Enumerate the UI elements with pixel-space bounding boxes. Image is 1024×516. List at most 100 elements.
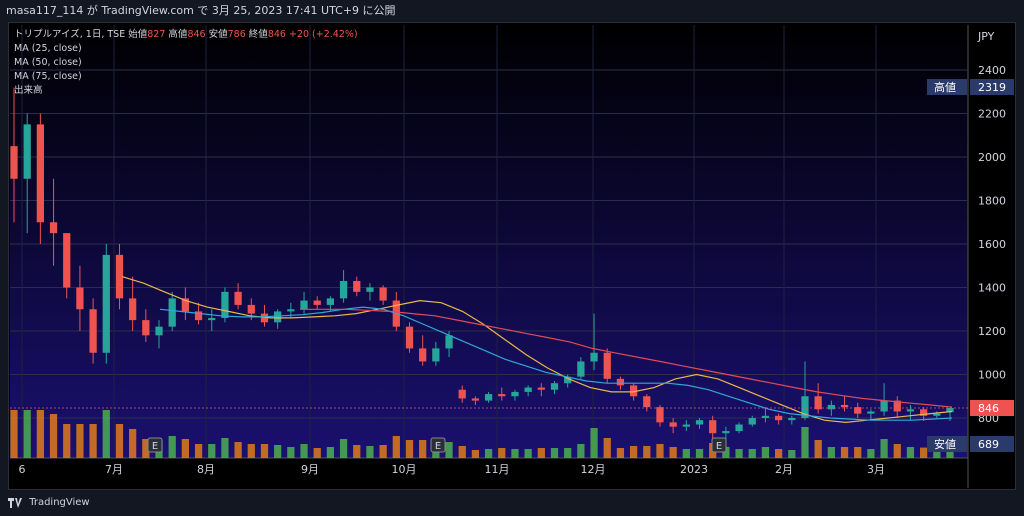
candle-body (774, 415, 783, 421)
candle-body (155, 326, 163, 336)
candle-body (722, 431, 730, 434)
volume-bar (168, 436, 176, 458)
earnings-marker-label: E (716, 441, 722, 452)
tradingview-logo-icon (8, 497, 22, 508)
volume-bar (577, 444, 585, 458)
symbol-name: トリプルアイズ, 1日, TSE (14, 29, 126, 40)
candle-body (168, 298, 176, 327)
candle-body (194, 311, 203, 321)
candle-body (36, 124, 44, 223)
volume-bar (484, 449, 493, 458)
candle-body (287, 309, 295, 312)
currency-label: JPY (977, 30, 995, 43)
candle-body (23, 124, 31, 179)
candle-body (129, 298, 137, 321)
x-tick-label: 9月 (301, 463, 319, 476)
candle-body (484, 394, 493, 401)
volume-bar (893, 444, 901, 458)
candle-body (867, 411, 875, 414)
candle-body (379, 287, 387, 301)
volume-bar (471, 450, 480, 458)
candle-body (221, 291, 229, 318)
publish-info-text: masa117_114 が TradingView.com で 3月 25, 2… (6, 4, 396, 17)
ma75-line (300, 308, 953, 408)
volume-bar (669, 447, 677, 458)
footer-brand[interactable]: TradingView (8, 494, 90, 512)
volume-bar (326, 447, 335, 458)
earnings-marker-label: E (435, 441, 441, 452)
candle-body (643, 396, 651, 408)
high-badge-label: 高値 (934, 80, 956, 94)
close-label: 終値 (248, 29, 268, 40)
candle-body (537, 387, 545, 390)
x-tick-label: 10月 (392, 463, 417, 476)
candle-body (946, 407, 954, 413)
candle-body (63, 233, 71, 288)
volume-bar (339, 439, 348, 458)
volume-bar (511, 449, 519, 458)
y-tick-label: 1200 (978, 325, 1006, 338)
candle-body (76, 287, 84, 310)
x-tick-label: 3月 (867, 463, 885, 476)
candle-body (511, 391, 519, 397)
volume-bar (458, 446, 466, 458)
candle-body (247, 304, 255, 314)
volume-bar (682, 449, 690, 458)
y-tick-label: 1000 (978, 369, 1006, 382)
candle-body (419, 348, 427, 362)
candle-body (682, 424, 690, 427)
ma50-line (159, 306, 953, 421)
volume-bar (643, 446, 651, 458)
plot-background (10, 25, 968, 458)
candle-body (339, 280, 348, 299)
volume-bar (735, 449, 743, 458)
low-label: 安値 (208, 29, 228, 40)
volume-bar (946, 448, 954, 458)
volume-legend[interactable]: 出来高 (14, 85, 43, 96)
candle-body (893, 400, 901, 412)
last-price-badge-bg (970, 399, 1014, 416)
candle-body (656, 407, 664, 423)
x-tick-label: 7月 (105, 463, 123, 476)
candle-body (115, 254, 124, 299)
high-label: 高値 (168, 29, 188, 40)
candle-body (300, 300, 308, 310)
earnings-marker (430, 437, 446, 453)
volume-bar (353, 445, 361, 458)
change-value: +20 (+2.42%) (288, 29, 358, 40)
volume-bar (498, 448, 506, 458)
volume-bar (656, 444, 664, 458)
volume-bar (564, 448, 572, 458)
x-tick-label: 12月 (581, 463, 606, 476)
candle-body (880, 400, 888, 412)
volume-bar (142, 439, 150, 458)
volume-bar (208, 444, 216, 458)
candle-body (695, 420, 704, 425)
y-tick-label: 2200 (978, 108, 1006, 121)
candle-body (933, 413, 941, 416)
candle-body (709, 420, 717, 434)
candle-body (616, 378, 625, 386)
candle-body (234, 291, 242, 305)
x-tick-label: 6 (19, 463, 26, 476)
volume-bar (880, 439, 888, 458)
ma25-legend[interactable]: MA (25, close) (14, 43, 82, 54)
high-badge-label-bg (927, 79, 967, 95)
volume-bar (115, 424, 124, 458)
candle-body (801, 396, 809, 418)
volume-bar (274, 445, 282, 458)
candle-body (181, 298, 190, 312)
ma50-legend[interactable]: MA (50, close) (14, 57, 82, 68)
candle-body (498, 394, 506, 397)
candle-body (748, 418, 756, 425)
volume-bar (814, 440, 822, 458)
candle-body (102, 254, 110, 353)
ma75-legend[interactable]: MA (75, close) (14, 71, 82, 82)
volume-bar (63, 424, 71, 458)
candle-body (564, 376, 572, 384)
volume-bar (788, 450, 796, 458)
volume-bar (379, 445, 387, 458)
y-tick-label: 1800 (978, 195, 1006, 208)
volume-bar (629, 446, 638, 458)
